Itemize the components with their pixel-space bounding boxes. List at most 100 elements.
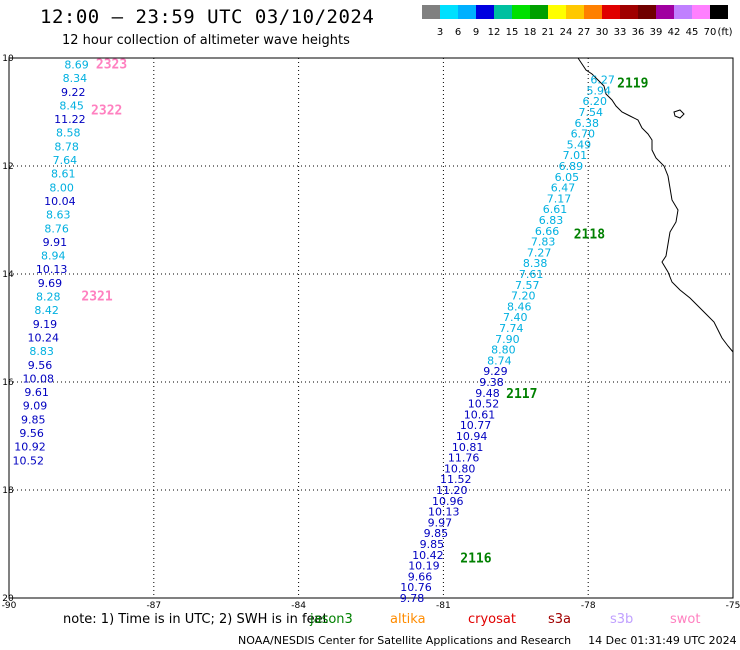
swh-measurement: 9.91 — [43, 236, 68, 249]
swh-measurement: 7.83 — [531, 236, 556, 249]
legend-swot: swot — [670, 612, 701, 627]
colorbar-label: 39 — [649, 27, 663, 38]
lon-tick-label: -81 — [436, 601, 451, 611]
swh-measurement: 9.85 — [424, 527, 449, 540]
legend-s3a: s3a — [548, 612, 572, 627]
swh-measurement: 10.52 — [13, 454, 45, 467]
footer-credit-text: NOAA/NESDIS Center for Satellite Applica… — [238, 634, 572, 647]
colorbar-label: 21 — [541, 27, 555, 38]
swh-measurement: 6.20 — [582, 95, 607, 108]
swh-measurement: 10.42 — [412, 549, 444, 562]
swh-measurement: 9.38 — [479, 376, 504, 389]
swh-measurement: 6.38 — [575, 117, 600, 130]
lat-tick-label: 14 — [2, 270, 14, 280]
swh-measurement: 9.69 — [38, 277, 63, 290]
lat-tick-label: 18 — [2, 486, 14, 496]
swh-measurement: 8.45 — [59, 99, 84, 112]
swh-measurement: 7.20 — [511, 290, 536, 303]
footer-timestamp: 14 Dec 01:31:49 UTC 2024 — [588, 634, 737, 647]
swh-measurement: 8.42 — [34, 304, 59, 317]
swh-measurement: 8.61 — [51, 168, 76, 181]
note-text: note: 1) Time is in UTC; 2) SWH is in fe… — [63, 612, 328, 627]
colorbar-swatch — [458, 5, 476, 19]
lat-tick-label: 16 — [2, 378, 14, 388]
colorbar-label: 70 — [703, 27, 717, 38]
swh-measurement: 9.66 — [408, 570, 433, 583]
pass-label: 2322 — [91, 103, 122, 118]
swh-measurement: 5.49 — [567, 138, 592, 151]
swh-measurement: 9.61 — [24, 386, 49, 399]
colorbar-swatch — [602, 5, 620, 19]
swh-measurement: 7.01 — [563, 149, 588, 162]
swh-measurement: 5.94 — [586, 84, 611, 97]
swh-measurement: 8.94 — [41, 250, 66, 263]
pass-label: 2118 — [574, 228, 605, 243]
island-outline — [673, 109, 685, 119]
colorbar-swatch — [494, 5, 512, 19]
lon-tick-label: -87 — [146, 601, 161, 611]
colorbar-label: 27 — [577, 27, 591, 38]
measurements: 8.698.349.228.4511.228.588.787.648.618.0… — [13, 58, 615, 605]
swh-measurement: 9.56 — [19, 427, 44, 440]
swh-measurement: 7.64 — [53, 154, 78, 167]
swh-measurement: 6.66 — [535, 225, 560, 238]
swh-measurement: 9.85 — [420, 538, 445, 551]
swh-measurement: 10.08 — [23, 372, 55, 385]
swh-measurement: 8.69 — [64, 58, 89, 71]
footer-credit: NOAA/NESDIS Center for Satellite Applica… — [238, 634, 737, 647]
pass-label: 2116 — [460, 552, 491, 567]
colorbar-swatch — [566, 5, 584, 19]
swh-measurement: 10.13 — [428, 506, 460, 519]
lat-tick-label: 20 — [2, 594, 14, 604]
swh-measurement: 10.04 — [44, 195, 76, 208]
swh-measurement: 10.61 — [464, 408, 496, 421]
colorbar-swatch — [548, 5, 566, 19]
pass-label: 2117 — [506, 387, 537, 402]
colorbar-label: 36 — [631, 27, 645, 38]
colorbar-label: 12 — [487, 27, 501, 38]
swh-measurement: 8.46 — [507, 300, 532, 313]
swh-measurement: 11.52 — [440, 473, 472, 486]
lon-tick-label: -78 — [581, 601, 596, 611]
swh-measurement: 6.89 — [559, 160, 584, 173]
swh-measurement: 10.81 — [452, 441, 484, 454]
swh-measurement: 6.70 — [571, 128, 596, 141]
colorbar-swatch — [584, 5, 602, 19]
colorbar-swatch — [512, 5, 530, 19]
colorbar-label: 15 — [505, 27, 519, 38]
legend-jason3: jason3 — [310, 612, 353, 627]
swh-measurement: 10.77 — [460, 419, 492, 432]
swh-measurement: 9.22 — [61, 86, 86, 99]
swh-measurement: 11.22 — [54, 113, 86, 126]
pass-labels: 2323 2322 2321 2119 2118 2117 2116 — [81, 57, 648, 566]
swh-measurement: 7.57 — [515, 279, 540, 292]
swh-measurement: 8.76 — [44, 222, 69, 235]
swh-measurement: 7.27 — [527, 246, 552, 259]
swh-measurement: 10.19 — [408, 560, 440, 573]
swh-measurement: 6.05 — [555, 171, 580, 184]
swh-measurement: 6.61 — [543, 203, 568, 216]
colorbar-swatch — [620, 5, 638, 19]
colorbar-swatch — [638, 5, 656, 19]
swh-measurement: 11.76 — [448, 452, 480, 465]
lon-tick-label: -75 — [726, 601, 740, 611]
legend-s3b: s3b — [610, 612, 634, 627]
swh-measurement: 8.83 — [29, 345, 54, 358]
swh-measurement: 9.97 — [428, 516, 453, 529]
swh-measurement: 10.13 — [36, 263, 68, 276]
colorbar-swatch — [674, 5, 692, 19]
pass-label: 2119 — [617, 76, 648, 91]
lon-tick-label: -90 — [2, 601, 17, 611]
swh-measurement: 8.74 — [487, 354, 512, 367]
lat-tick-label: 10 — [2, 54, 14, 64]
coastline — [577, 57, 734, 353]
colorbar-label: 24 — [559, 27, 573, 38]
swh-measurement: 10.92 — [14, 441, 46, 454]
colorbar-unit: (ft) — [717, 27, 733, 38]
lat-tick-label: 12 — [2, 162, 13, 172]
colorbar-swatch — [422, 5, 440, 19]
colorbar-swatch — [440, 5, 458, 19]
page-subtitle: 12 hour collection of altimeter wave hei… — [62, 33, 350, 48]
swh-measurement: 8.28 — [36, 291, 61, 304]
swh-measurement: 9.29 — [483, 365, 508, 378]
